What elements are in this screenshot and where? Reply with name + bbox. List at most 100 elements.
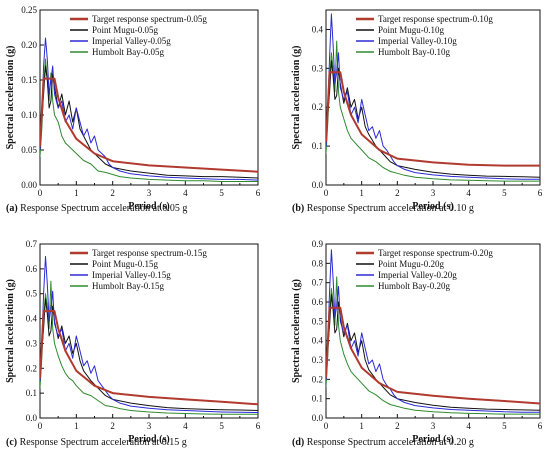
x-tick-label: 2: [110, 421, 115, 431]
x-axis-label: Period (s): [128, 201, 169, 212]
chart-panel-b: 0 1 2 3 4 5 6 0.0 0.1 0.2 0.3 0.4 Period (s) Spectral…: [291, 9, 543, 214]
y-tick-label: 0.7: [312, 278, 324, 288]
legend-label: Humbolt Bay-0.10g: [378, 47, 450, 57]
y-tick-label: 0.7: [26, 239, 38, 249]
x-tick-label: 6: [256, 421, 261, 431]
x-tick-label: 1: [359, 421, 364, 431]
legend-label: Humbolt Bay-0.20g: [378, 281, 450, 291]
panel-caption-letter: (c): [6, 437, 17, 448]
series-line-2: [40, 37, 258, 181]
y-tick-label: 0.3: [312, 63, 324, 73]
chart-panel-c: 0 1 2 3 4 5 6 0.0 0.1 0.2 0.3 0.4 0.5 0.6 0.7 Period (s…: [5, 239, 261, 448]
y-tick-label: 0.2: [26, 363, 37, 373]
y-tick-label: 0.2: [312, 374, 323, 384]
x-tick-label: 5: [502, 421, 507, 431]
legend-label: Imperial Valley-0.10g: [378, 36, 457, 46]
panel-caption-text: Response Spectrum acceleration at 0.05 g: [18, 203, 188, 214]
series-line-0: [40, 77, 258, 173]
legend-label: Point Mugu-0.10g: [378, 25, 445, 35]
panel-caption-letter: (b): [292, 203, 304, 214]
x-tick-label: 4: [466, 188, 471, 198]
x-tick-label: 6: [538, 188, 543, 198]
x-tick-label: 2: [395, 421, 400, 431]
y-tick-label: 0.9: [312, 239, 324, 249]
y-tick-label: 0.3: [312, 355, 324, 365]
x-tick-label: 0: [38, 188, 43, 198]
series-line-3: [326, 40, 540, 182]
legend-label: Humbolt Bay-0.15g: [92, 281, 164, 291]
x-tick-label: 1: [74, 421, 79, 431]
legend-label: Point Mugu-0.05g: [92, 25, 159, 35]
legend-label: Target response spectrum-0.05g: [92, 14, 207, 24]
legend-label: Point Mugu-0.15g: [92, 259, 159, 269]
panel-caption: (c) Response Spectrum acceleration at 0.…: [6, 437, 187, 448]
y-tick-label: 0.5: [312, 316, 324, 326]
series-line-1: [326, 293, 540, 411]
x-tick-label: 3: [431, 421, 436, 431]
y-tick-label: 0.4: [312, 24, 324, 34]
x-tick-label: 0: [324, 188, 329, 198]
x-tick-label: 5: [219, 421, 224, 431]
y-axis-label: Spectral acceleration (g): [291, 279, 302, 383]
panel-caption: (b) Response Spectrum acceleration at 0.…: [292, 203, 474, 214]
panel-caption: (d) Response Spectrum acceleration at 0.…: [292, 437, 474, 448]
legend-label: Target response spectrum-0.10g: [378, 14, 493, 24]
panel-caption-text: Response Spectrum acceleration at 0.20 g: [304, 437, 474, 448]
panel-caption: (a) Response Spectrum acceleration at 0.…: [6, 203, 187, 214]
series-line-1: [40, 298, 258, 411]
x-tick-label: 3: [431, 188, 436, 198]
x-tick-label: 3: [147, 421, 152, 431]
x-tick-label: 2: [395, 188, 400, 198]
panel-caption-letter: (a): [6, 203, 18, 214]
y-tick-label: 0.5: [26, 289, 38, 299]
series-line-2: [326, 13, 540, 180]
series-line-1: [326, 60, 540, 178]
series-line-0: [326, 71, 540, 167]
x-axis-label: Period (s): [128, 434, 169, 445]
y-axis-label: Spectral acceleration (g): [5, 46, 16, 150]
y-tick-label: 0.0: [312, 413, 324, 423]
series-line-0: [40, 310, 258, 406]
x-axis-label: Period (s): [412, 434, 453, 445]
series-line-3: [40, 280, 258, 415]
legend-label: Imperial Valley-0.20g: [378, 270, 457, 280]
legend-label: Humbolt Bay-0.05g: [92, 47, 164, 57]
x-tick-label: 3: [147, 188, 152, 198]
x-tick-label: 1: [74, 188, 79, 198]
panel-caption-text: Response Spectrum acceleration at 0.10 g: [304, 203, 474, 214]
y-tick-label: 0.20: [21, 40, 37, 50]
y-tick-label: 0.15: [21, 75, 37, 85]
y-tick-label: 0.0: [312, 180, 324, 190]
x-tick-label: 4: [183, 188, 188, 198]
x-tick-label: 1: [359, 188, 364, 198]
y-tick-label: 0.00: [21, 180, 37, 190]
y-axis-label: Spectral acceleration (g): [5, 279, 16, 383]
x-tick-label: 5: [219, 188, 224, 198]
chart-panel-a: 0 1 2 3 4 5 6 0.00 0.05 0.10 0.15 0.20 0.25 Period (s…: [5, 5, 261, 214]
series-line-2: [40, 255, 258, 413]
panel-caption-letter: (d): [292, 437, 304, 448]
y-tick-label: 0.1: [26, 388, 37, 398]
y-tick-label: 0.0: [26, 413, 38, 423]
x-tick-label: 0: [324, 421, 329, 431]
x-tick-label: 4: [183, 421, 188, 431]
x-tick-label: 6: [256, 188, 261, 198]
y-axis-label: Spectral acceleration (g): [291, 46, 302, 150]
legend-label: Imperial Valley-0.15g: [92, 270, 171, 280]
series-line-0: [326, 306, 540, 405]
y-tick-label: 0.25: [21, 5, 37, 15]
series-line-2: [326, 249, 540, 413]
y-tick-label: 0.4: [312, 336, 324, 346]
y-tick-label: 0.3: [26, 338, 38, 348]
y-tick-label: 0.1: [312, 141, 323, 151]
legend-label: Point Mugu-0.20g: [378, 259, 445, 269]
x-tick-label: 0: [38, 421, 43, 431]
y-tick-label: 0.1: [312, 394, 323, 404]
chart-panel-d: 0 1 2 3 4 5 6 0.0 0.1 0.2 0.3 0.4 0.5 0.6 0.7 0.8 0.9 Per…: [291, 239, 543, 448]
x-axis-label: Period (s): [412, 201, 453, 212]
panel-caption-text: Response Spectrum acceleration at 0.15 g: [17, 437, 187, 448]
